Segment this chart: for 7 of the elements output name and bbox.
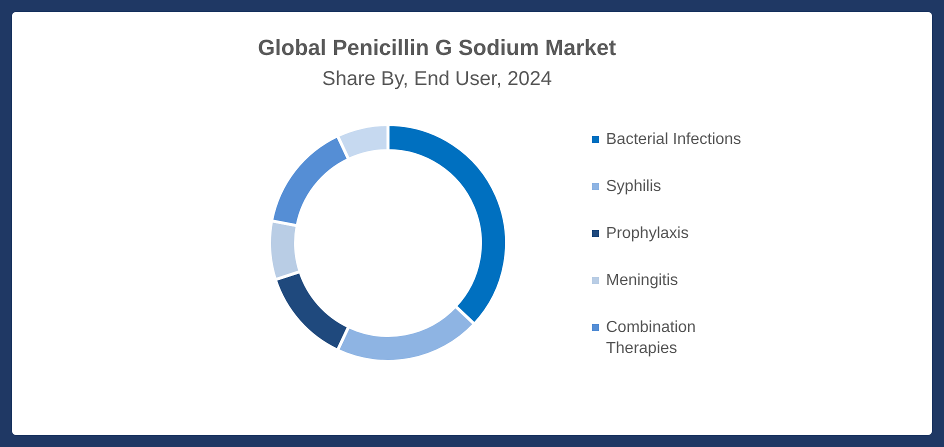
legend-label: Bacterial Infections bbox=[606, 131, 742, 148]
chart-subtitle: Share By, End User, 2024 bbox=[321, 68, 553, 91]
legend-label: Syphilis bbox=[606, 178, 662, 195]
legend-label: Combination Therapies bbox=[606, 319, 696, 357]
chart-title: Global Penicillin G Sodium Market bbox=[256, 35, 618, 61]
legend-label: Meningitis bbox=[606, 272, 678, 289]
legend-label: Prophylaxis bbox=[606, 225, 689, 242]
